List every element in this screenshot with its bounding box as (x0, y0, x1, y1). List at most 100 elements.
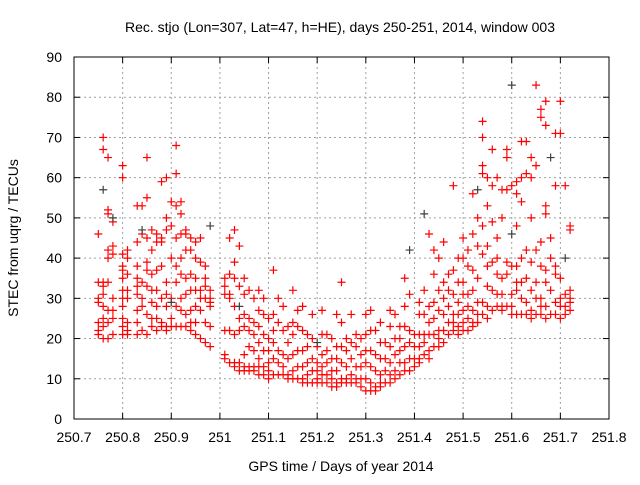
x-tick-label: 251.8 (591, 429, 626, 445)
data-point (240, 274, 249, 283)
data-point (332, 310, 341, 319)
data-point (425, 318, 434, 327)
data-point (483, 173, 492, 182)
data-point (478, 169, 487, 178)
data-point (371, 366, 380, 375)
data-point (147, 246, 156, 255)
data-point (361, 358, 370, 367)
y-tick-label: 90 (46, 49, 62, 65)
data-point (172, 262, 181, 271)
data-point (288, 366, 297, 375)
data-point (473, 213, 482, 222)
data-point (391, 366, 399, 375)
data-point (181, 274, 190, 283)
data-points (94, 81, 575, 395)
chart-title: Rec. stjo (Lon=307, Lat=47, h=HE), days … (125, 19, 555, 35)
data-point (493, 173, 502, 182)
data-point (556, 129, 565, 138)
data-point (454, 310, 463, 319)
data-point (420, 310, 429, 319)
data-point (488, 286, 497, 295)
data-point (162, 302, 171, 311)
data-point (405, 326, 414, 335)
y-tick-label: 20 (46, 331, 62, 347)
data-point (152, 229, 161, 238)
data-point (274, 294, 283, 303)
data-point (434, 334, 443, 343)
data-point (536, 310, 545, 319)
x-tick-label: 251.5 (446, 429, 481, 445)
data-point (429, 314, 438, 323)
data-point (259, 330, 268, 339)
data-point (439, 326, 448, 335)
data-point (99, 322, 108, 331)
data-point (488, 306, 497, 315)
data-point (415, 342, 424, 351)
data-point (104, 254, 113, 263)
data-point (133, 262, 142, 271)
data-point (240, 290, 249, 299)
data-point (138, 278, 147, 287)
data-point (386, 342, 395, 351)
data-point (356, 334, 365, 343)
data-point (99, 314, 108, 323)
data-point (459, 254, 468, 263)
data-point (468, 229, 477, 238)
data-point (99, 302, 108, 311)
data-point (235, 242, 244, 251)
data-point (468, 189, 477, 198)
data-point (177, 270, 185, 279)
data-point (347, 310, 356, 319)
data-point (327, 334, 336, 343)
data-point (133, 290, 142, 299)
data-point (138, 225, 147, 234)
data-point (269, 266, 278, 275)
data-point (313, 338, 322, 347)
data-point (507, 181, 516, 190)
data-point (327, 374, 336, 383)
data-point (201, 262, 210, 271)
data-point (177, 306, 185, 315)
data-point (420, 338, 429, 347)
data-point (527, 306, 536, 315)
data-point (449, 181, 458, 190)
data-point (522, 274, 531, 283)
data-point (449, 290, 458, 299)
data-point (415, 358, 424, 367)
data-point (138, 201, 147, 210)
data-point (147, 270, 156, 279)
data-point (172, 302, 181, 311)
data-point (196, 334, 205, 343)
x-tick-label: 251.1 (251, 429, 286, 445)
data-point (254, 306, 263, 315)
data-point (142, 234, 151, 242)
data-point (191, 318, 200, 327)
data-point (429, 298, 438, 307)
data-point (517, 294, 526, 303)
data-point (410, 362, 419, 371)
data-point (337, 358, 346, 367)
data-point (332, 366, 341, 375)
data-point (459, 234, 468, 242)
data-point (167, 221, 176, 230)
data-point (381, 366, 390, 375)
data-point (356, 350, 365, 359)
data-point (104, 334, 113, 343)
data-point (459, 318, 468, 327)
data-point (532, 161, 541, 170)
data-point (254, 354, 263, 363)
data-point (94, 229, 103, 238)
data-point (177, 197, 185, 206)
data-point (400, 302, 409, 311)
data-point (507, 302, 516, 311)
data-point (371, 350, 380, 359)
data-point (288, 286, 297, 295)
data-point (473, 185, 482, 194)
data-point (308, 334, 317, 343)
data-point (104, 153, 113, 162)
data-point (249, 318, 258, 327)
data-point (512, 177, 521, 186)
data-point (308, 354, 317, 363)
data-point (284, 322, 292, 331)
data-point (556, 97, 565, 106)
